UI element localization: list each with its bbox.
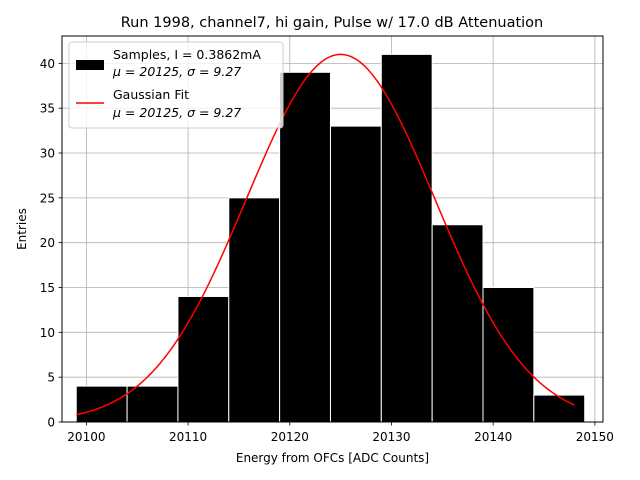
histogram-bar [126, 385, 179, 423]
y-axis-label: Entries [15, 208, 29, 250]
legend-label-samples: Samples, I = 0.3862mA [113, 47, 261, 62]
histogram-bar [329, 125, 382, 423]
y-tick-label: 15 [40, 281, 55, 295]
y-tick-label: 5 [47, 371, 55, 385]
x-tick-label: 20140 [474, 430, 512, 444]
legend-label-fit: Gaussian Fit [113, 87, 189, 102]
gaussian-fit [76, 53, 575, 416]
legend-box [68, 41, 284, 129]
legend-swatch-samples [76, 60, 104, 70]
y-tick-label: 20 [40, 236, 55, 250]
legend-label-fit-stats: μ = 20125, σ = 9.27 [112, 105, 241, 120]
histogram-bar [482, 287, 535, 423]
y-tick-label: 35 [40, 102, 55, 116]
y-tick-label: 25 [40, 191, 55, 205]
y-tick-label: 40 [40, 57, 55, 71]
x-tick-label: 20150 [576, 430, 614, 444]
y-tick-label: 0 [47, 416, 55, 430]
histogram-bar [75, 385, 128, 423]
histogram-bar [431, 224, 484, 423]
y-tick-label: 10 [40, 326, 55, 340]
x-tick-label: 20100 [67, 430, 105, 444]
plot-frame [61, 35, 604, 423]
legend-label-samples-stats: μ = 20125, σ = 9.27 [112, 64, 241, 79]
histogram-bar [533, 394, 586, 423]
y-axis: 0 5 10 15 20 25 30 35 40 [40, 57, 62, 430]
histogram-bar [228, 197, 281, 423]
chart-title: Run 1998, channel7, hi gain, Pulse w/ 17… [121, 15, 544, 31]
histogram-bar [380, 53, 433, 423]
histogram-bars [75, 53, 586, 423]
x-tick-label: 20110 [169, 430, 207, 444]
x-tick-label: 20120 [271, 430, 309, 444]
y-tick-label: 30 [40, 147, 55, 161]
legend: Samples, I = 0.3862mA μ = 20125, σ = 9.2… [68, 41, 284, 129]
x-tick-label: 20130 [372, 430, 410, 444]
histogram-bar [279, 71, 331, 423]
gaussian-fit-line [76, 53, 575, 416]
x-axis-label: Energy from OFCs [ADC Counts] [236, 451, 429, 465]
x-axis: 20100 20110 20120 20130 20140 20150 [67, 422, 614, 444]
histogram-bar [177, 295, 230, 423]
